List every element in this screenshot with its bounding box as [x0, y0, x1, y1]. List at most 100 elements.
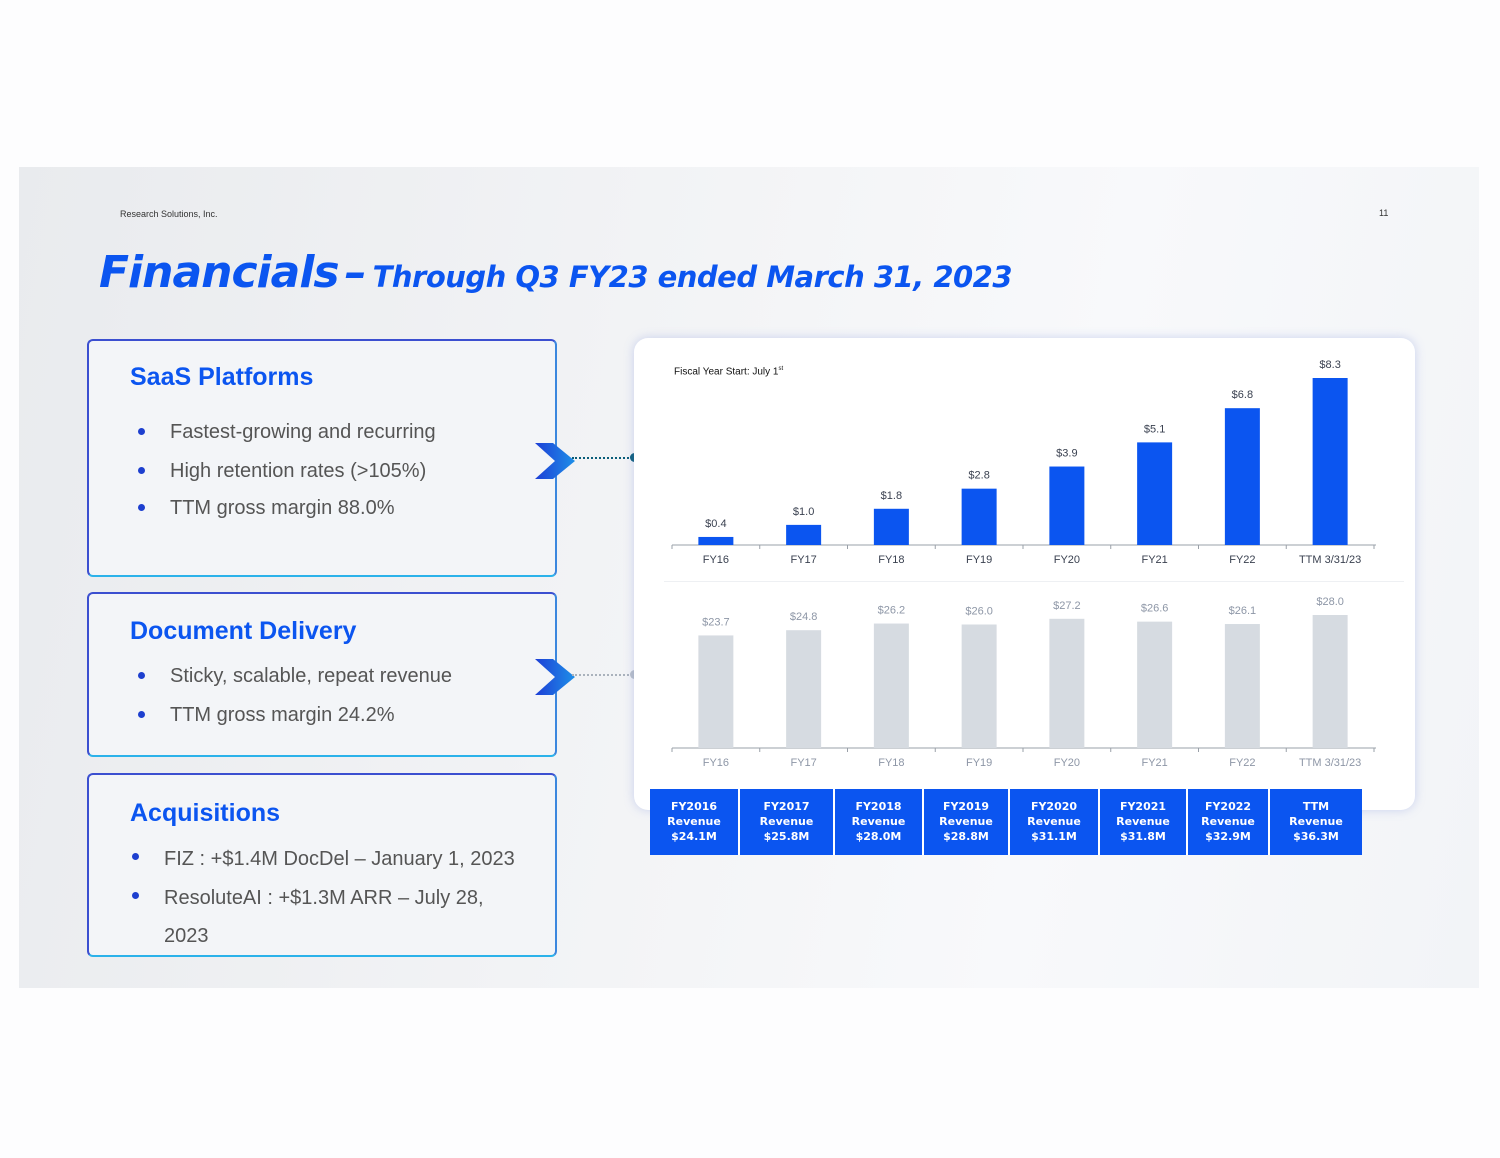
saas-tick-label: FY16 — [703, 554, 729, 566]
revenue-label: Revenue — [1027, 815, 1081, 828]
bullet-dot — [132, 892, 139, 899]
saas-bar — [698, 536, 734, 545]
revenue-year: FY2021 — [1119, 800, 1167, 813]
revenue-cell: FY2019 Revenue $28.8M — [924, 789, 1008, 855]
revenue-cell: FY2017 Revenue $25.8M — [740, 789, 833, 855]
chart-divider — [664, 581, 1404, 582]
saas-tick-label: FY22 — [1229, 554, 1255, 566]
docdel-bullet: TTM gross margin 24.2% — [170, 704, 395, 726]
chevron-right-icon — [535, 659, 575, 695]
saas-bar — [786, 524, 822, 545]
docdel-tick-label: FY20 — [1054, 757, 1080, 769]
title-dash: – — [344, 247, 367, 298]
revenue-label: Revenue — [1289, 815, 1343, 828]
fiscal-year-note-text: Fiscal Year Start: July 1 — [674, 366, 779, 378]
saas-tick-label: FY20 — [1054, 554, 1080, 566]
chart-card: Fiscal Year Start: July 1st $0.4 FY16 $1.0… — [634, 338, 1415, 810]
docdel-bar — [873, 623, 909, 748]
docdel-tick-label: FY22 — [1229, 757, 1255, 769]
acquisitions-panel: Acquisitions FIZ : +$1.4M DocDel – Janua… — [87, 773, 557, 957]
saas-data-label: $3.9 — [1056, 448, 1077, 460]
revenue-year: FY2020 — [1030, 800, 1078, 813]
fiscal-year-note: Fiscal Year Start: July 1st — [674, 366, 783, 377]
docdel-panel: Document Delivery Sticky, scalable, repe… — [87, 592, 557, 757]
saas-bar — [1137, 442, 1173, 545]
revenue-cell: FY2021 Revenue $31.8M — [1100, 789, 1186, 855]
saas-bar — [961, 488, 997, 545]
docdel-tick-label: TTM 3/31/23 — [1299, 757, 1361, 769]
docdel-data-label: $26.1 — [1229, 605, 1257, 617]
docdel-bullet: Sticky, scalable, repeat revenue — [170, 665, 453, 687]
saas-data-label: $1.0 — [793, 506, 814, 518]
connector-line — [572, 674, 633, 676]
docdel-data-label: $26.2 — [878, 605, 906, 617]
docdel-tick-label: FY21 — [1141, 757, 1167, 769]
chevron-right-icon — [535, 443, 575, 479]
revenue-year: FY2017 — [763, 800, 810, 813]
revenue-cell: TTM Revenue $36.3M — [1270, 789, 1362, 855]
docdel-data-label: $24.8 — [790, 611, 818, 623]
revenue-label: Revenue — [1116, 815, 1170, 828]
saas-data-label: $1.8 — [881, 490, 902, 502]
revenue-label: Revenue — [939, 815, 993, 828]
docdel-tick-label: FY16 — [703, 757, 729, 769]
bullet-dot — [138, 467, 145, 474]
docdel-heading: Document Delivery — [130, 617, 357, 645]
docdel-bar — [1312, 615, 1348, 748]
docdel-bar — [961, 624, 997, 748]
revenue-label: Revenue — [759, 815, 814, 828]
docdel-tick-label: FY18 — [878, 757, 904, 769]
revenue-cell: FY2016 Revenue $24.1M — [650, 789, 738, 855]
revenue-value: $25.8M — [763, 830, 810, 843]
revenue-value: $36.3M — [1293, 830, 1339, 843]
acquisitions-heading: Acquisitions — [130, 799, 281, 827]
saas-data-label: $8.3 — [1319, 359, 1340, 371]
docdel-bar — [786, 630, 822, 748]
total-revenue-table: FY2016 Revenue $24.1M FY2017 Revenue $25.8M FY… — [650, 789, 1362, 855]
revenue-year: FY2019 — [942, 800, 990, 813]
revenue-label: Revenue — [1201, 815, 1255, 828]
docdel-bar — [1049, 618, 1085, 748]
saas-tick-label: FY17 — [790, 554, 816, 566]
saas-bullet: TTM gross margin 88.0% — [170, 497, 395, 519]
slide-title: Financials – Through Q3 FY23 ended March 3… — [99, 247, 1013, 298]
bullet-dot — [138, 711, 145, 718]
saas-bar — [1049, 466, 1085, 545]
saas-bar — [873, 508, 909, 545]
docdel-data-label: $26.6 — [1141, 603, 1169, 615]
docdel-data-label: $28.0 — [1316, 596, 1344, 608]
revenue-value: $28.0M — [855, 830, 902, 843]
saas-data-label: $6.8 — [1232, 389, 1253, 401]
acquisitions-bullet: FIZ : +$1.4M DocDel – January 1, 2023 — [164, 848, 515, 870]
docdel-bar — [1224, 624, 1260, 748]
saas-data-label: $2.8 — [968, 470, 989, 482]
revenue-value: $31.1M — [1031, 830, 1077, 843]
docdel-bar — [1137, 621, 1173, 748]
saas-bar — [1224, 408, 1260, 545]
bullet-dot — [138, 504, 145, 511]
company-name: Research Solutions, Inc. — [120, 209, 218, 219]
revenue-year: TTM — [1302, 800, 1330, 813]
saas-data-label: $5.1 — [1144, 423, 1165, 435]
revenue-value: $32.9M — [1205, 830, 1251, 843]
revenue-label: Revenue — [667, 815, 721, 828]
docdel-bar — [698, 635, 734, 748]
saas-heading: SaaS Platforms — [130, 363, 314, 391]
acquisitions-bullet: ResoluteAI : +$1.3M ARR – July 28, — [164, 887, 484, 909]
saas-bar — [1312, 378, 1348, 545]
saas-tick-label: FY18 — [878, 554, 904, 566]
revenue-cell: FY2022 Revenue $32.9M — [1188, 789, 1268, 855]
saas-panel: SaaS Platforms Fastest-growing and recur… — [87, 339, 557, 577]
title-main: Financials — [99, 247, 340, 298]
revenue-year: FY2022 — [1204, 800, 1252, 813]
revenue-label: Revenue — [851, 815, 906, 828]
revenue-cell: FY2020 Revenue $31.1M — [1010, 789, 1098, 855]
revenue-year: FY2016 — [670, 800, 718, 813]
saas-bullet: Fastest-growing and recurring — [170, 421, 436, 443]
fiscal-year-note-sup: st — [778, 366, 784, 372]
docdel-data-label: $23.7 — [702, 616, 730, 628]
revenue-charts: $0.4 FY16 $1.0 FY17 $1.8 FY18 $2.8 FY19 $3.9 FY20… — [671, 359, 1376, 769]
saas-tick-label: FY21 — [1141, 554, 1167, 566]
bullet-dot — [132, 853, 139, 860]
bullet-dot — [138, 672, 145, 679]
